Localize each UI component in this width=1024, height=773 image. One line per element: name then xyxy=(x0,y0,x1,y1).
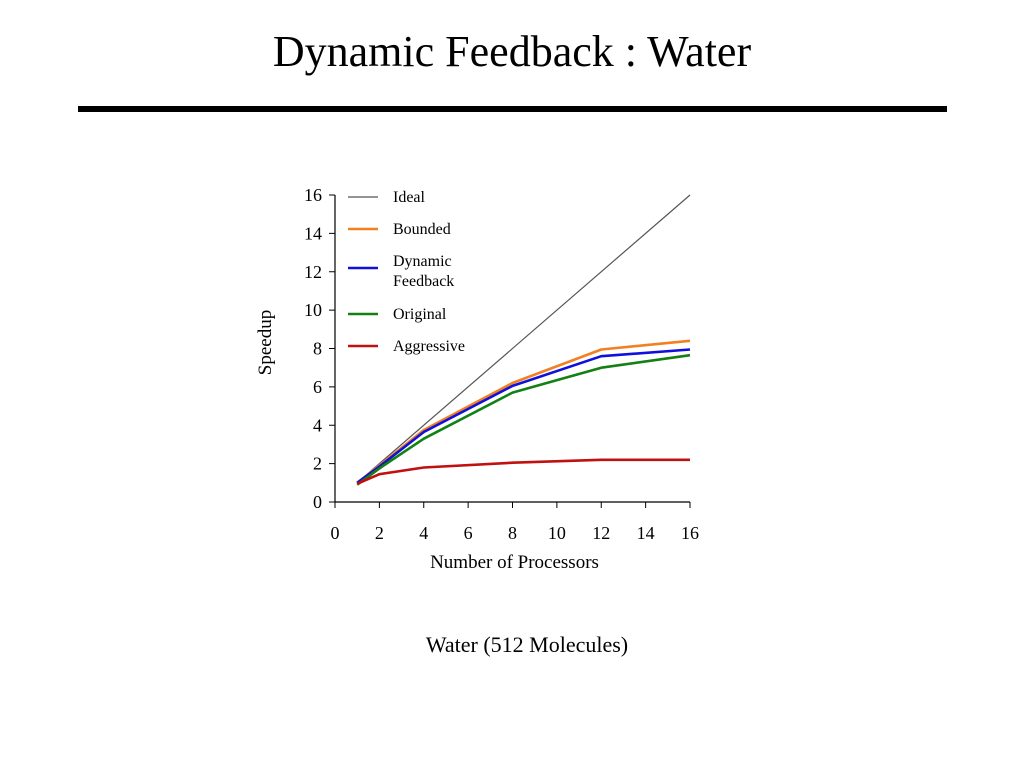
slide-title: Dynamic Feedback : Water xyxy=(272,27,752,76)
x-tick-label: 2 xyxy=(375,523,384,543)
y-axis-label: Speedup xyxy=(255,310,276,375)
x-tick-label: 4 xyxy=(419,523,428,543)
title-divider xyxy=(78,106,947,112)
legend-label: Bounded xyxy=(393,221,451,238)
series-line-ideal xyxy=(356,194,691,484)
x-tick-label: 0 xyxy=(331,523,340,543)
x-tick-label: 8 xyxy=(508,523,517,543)
chart-caption: Water (512 Molecules) xyxy=(425,632,629,657)
y-tick-label: 12 xyxy=(304,262,322,282)
legend-label: Dynamic Feedback xyxy=(393,253,454,290)
legend-label: Ideal xyxy=(393,189,426,206)
legend-label: Aggressive xyxy=(393,338,465,355)
y-tick-label: 16 xyxy=(304,185,322,205)
y-tick-label: 6 xyxy=(313,377,322,397)
series-line-dynamic-feedback xyxy=(356,348,691,484)
y-tick-label: 14 xyxy=(304,223,322,243)
y-tick-label: 8 xyxy=(313,339,322,359)
y-tick-label: 0 xyxy=(313,492,322,512)
x-tick-label: 6 xyxy=(464,523,473,543)
series-line-aggressive xyxy=(356,458,690,485)
y-tick-label: 4 xyxy=(313,415,322,435)
x-tick-label: 14 xyxy=(637,523,655,543)
y-tick-label: 2 xyxy=(313,454,322,474)
x-tick-label: 12 xyxy=(592,523,610,543)
x-tick-label: 16 xyxy=(681,523,699,543)
y-tick-label: 10 xyxy=(304,300,322,320)
legend-label: Original xyxy=(393,306,447,323)
x-tick-label: 10 xyxy=(548,523,566,543)
x-axis-label: Number of Processors xyxy=(430,552,599,573)
series-line-original xyxy=(356,353,691,486)
